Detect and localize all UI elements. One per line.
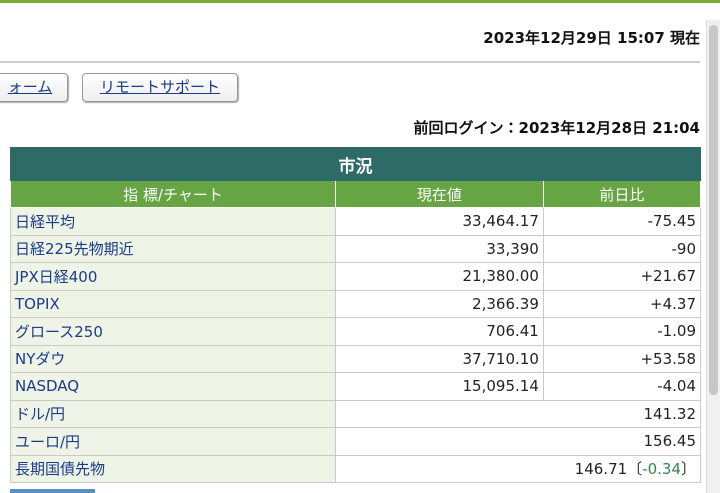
change: -90 bbox=[542, 234, 702, 263]
change: +4.37 bbox=[542, 289, 702, 318]
scroll-thumb[interactable] bbox=[709, 25, 718, 395]
change: -1.09 bbox=[542, 317, 702, 346]
tab[interactable]: リモートサポート bbox=[82, 73, 238, 102]
column-header: 前日比 bbox=[542, 180, 702, 208]
row: 日経225先物期近 33,390 -90 bbox=[10, 234, 702, 263]
price: 141.32 bbox=[335, 399, 701, 428]
price: 146.71〔-0.34〕 bbox=[335, 454, 701, 483]
change: +21.67 bbox=[542, 262, 702, 291]
header-row: 指 標/チャート 現在値 前日比 bbox=[10, 180, 702, 208]
price: 15,095.14 bbox=[335, 372, 544, 401]
column-header: 指 標/チャート bbox=[10, 180, 336, 208]
row: NYダウ 37,710.10 +53.58 bbox=[10, 344, 702, 373]
price: 156.45 bbox=[335, 427, 701, 456]
index-name[interactable]: TOPIX bbox=[10, 289, 336, 318]
index-name[interactable]: 日経225先物期近 bbox=[10, 234, 336, 263]
price: 33,464.17 bbox=[335, 207, 544, 236]
row: 長期国債先物 146.71〔-0.34〕 bbox=[10, 454, 701, 483]
index-name[interactable]: JPX日経400 bbox=[10, 262, 336, 291]
row: NASDAQ 15,095.14 -4.04 bbox=[10, 372, 702, 401]
row: グロース250 706.41 -1.09 bbox=[10, 317, 702, 346]
row: 日経平均 33,464.17 -75.45 bbox=[10, 207, 702, 236]
price-part: 146.71〔 bbox=[574, 460, 643, 479]
market-table: 市況 指 標/チャート 現在値 前日比 日経平均 33,464.17 -75.45 日経2… bbox=[10, 147, 702, 483]
change: +53.58 bbox=[542, 344, 702, 373]
datetime: 2023年12月29日 15:07 現在 bbox=[483, 29, 700, 47]
price: 33,390 bbox=[335, 234, 544, 263]
index-name[interactable]: グロース250 bbox=[10, 317, 336, 346]
price: 2,366.39 bbox=[335, 289, 544, 318]
price: 706.41 bbox=[335, 317, 544, 346]
price-part: 〕 bbox=[680, 460, 696, 479]
last-login: 前回ログイン：2023年12月28日 21:04 bbox=[413, 119, 700, 137]
row: ユーロ/円 156.45 bbox=[10, 427, 701, 456]
change: -75.45 bbox=[542, 207, 702, 236]
price: 21,380.00 bbox=[335, 262, 544, 291]
index-name[interactable]: ドル/円 bbox=[10, 399, 336, 428]
price-part: -0.34 bbox=[642, 460, 681, 479]
index-name[interactable]: NASDAQ bbox=[10, 372, 336, 401]
index-name[interactable]: 長期国債先物 bbox=[10, 454, 336, 483]
row: ドル/円 141.32 bbox=[10, 399, 701, 428]
tab[interactable]: ォーム bbox=[0, 73, 68, 102]
index-name[interactable]: NYダウ bbox=[10, 344, 336, 373]
rule bbox=[0, 61, 700, 63]
change: -4.04 bbox=[542, 372, 702, 401]
index-name[interactable]: ユーロ/円 bbox=[10, 427, 336, 456]
index-name[interactable]: 日経平均 bbox=[10, 207, 336, 236]
price: 37,710.10 bbox=[335, 344, 544, 373]
row: JPX日経400 21,380.00 +21.67 bbox=[10, 262, 702, 291]
column-header: 現在値 bbox=[335, 180, 544, 208]
bottom-tab bbox=[10, 489, 95, 493]
row: TOPIX 2,366.39 +4.37 bbox=[10, 289, 702, 318]
top-bar bbox=[0, 0, 720, 3]
table-title: 市況 bbox=[10, 147, 701, 181]
